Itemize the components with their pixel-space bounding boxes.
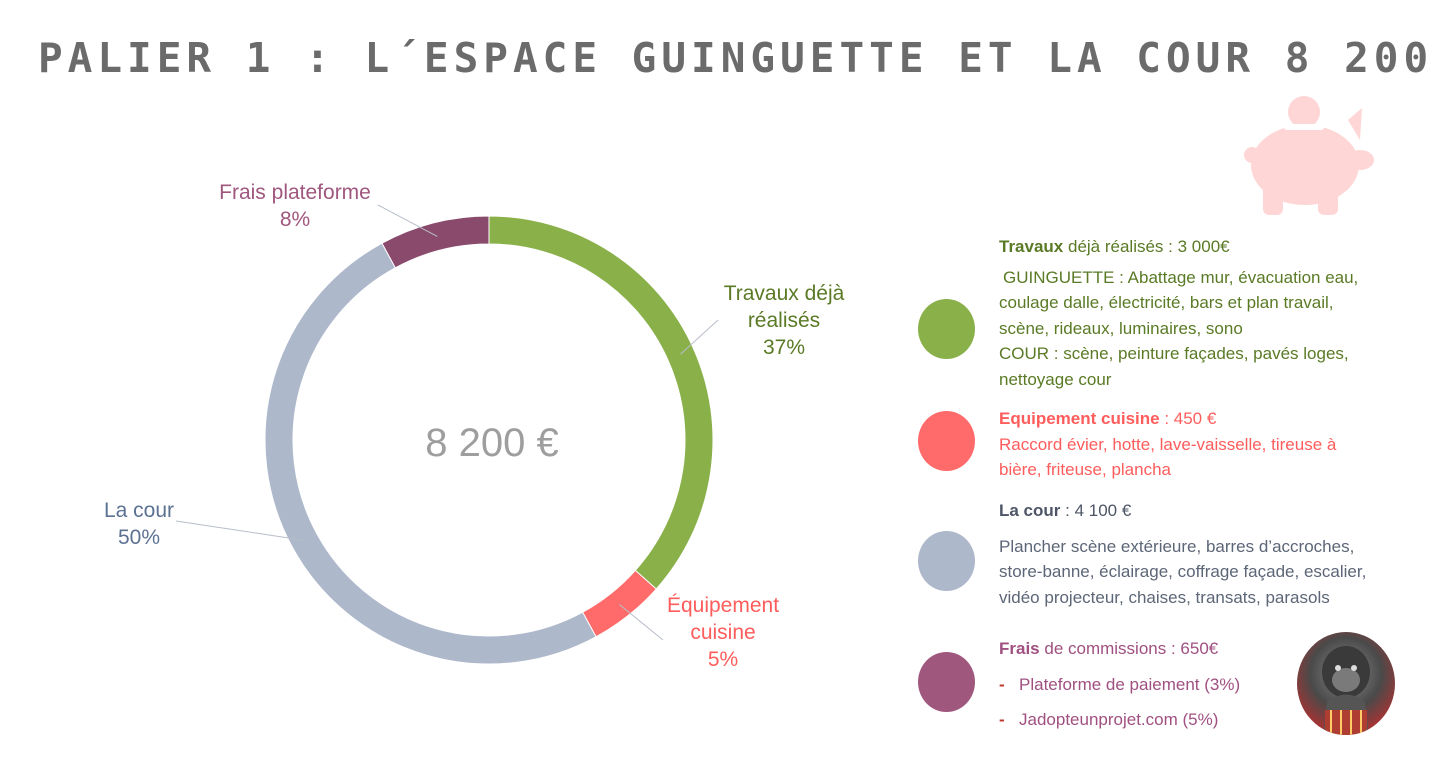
legend-text-frais: Frais de commissions : 650€ - Plateforme … [999, 636, 1240, 733]
gorilla-photo [1297, 632, 1395, 735]
slice-percent-label: 5% [708, 648, 738, 671]
legend-dot-grey [918, 531, 975, 591]
legend-line: nettoyage cour [999, 369, 1112, 389]
slice-label-line: cuisine [690, 621, 755, 644]
legend-line: GUINGUETTE : Abattage mur, évacuation ea… [1003, 267, 1359, 287]
leader-line [175, 520, 305, 541]
legend-line: COUR : scène, peinture façades, pavés lo… [999, 344, 1349, 363]
legend-text-cour: La cour : 4 100 € Plancher scène extérie… [999, 498, 1366, 610]
legend-line: scène, rideaux, luminaires, sono [999, 318, 1243, 338]
piggy-bank-icon [1244, 96, 1374, 215]
legend-line: coulage dalle, électricité, bars et plan… [999, 293, 1334, 312]
legend-head-rest-travaux: déjà réalisés : 3 000€ [1063, 237, 1230, 256]
legend-line: Plancher scène extérieure, barres d’accr… [999, 536, 1355, 556]
leader-line [377, 204, 438, 237]
leader-line [680, 319, 719, 355]
slice-percent-label: 37% [763, 336, 805, 359]
slice-label: Frais plateforme 8% [219, 181, 371, 231]
legend-line: store-banne, éclairage, coffrage façade,… [999, 562, 1367, 581]
leader-line [619, 604, 664, 641]
slice-label-line: Équipement [667, 594, 779, 617]
legend-head-frais: Frais [999, 639, 1040, 658]
slice-label-line: Frais plateforme [219, 181, 371, 204]
donut-slices [264, 215, 714, 665]
legend-line: Jadopteunprojet.com (5%) [1019, 710, 1219, 729]
legend-text-cuisine: Equipement cuisine : 450 € Raccord évier… [999, 406, 1336, 483]
leader-lines [175, 204, 719, 641]
slice-label-line: réalisés [748, 309, 820, 332]
legend-line: Raccord évier, hotte, lave-vaisselle, ti… [999, 434, 1337, 454]
donut-slice [581, 569, 657, 638]
legend-bullet: - [999, 674, 1005, 694]
legend-bullet: - [999, 710, 1005, 729]
legend-text-travaux: Travaux déjà réalisés : 3 000€ GUINGUETT… [999, 234, 1358, 392]
legend-dot-red [918, 411, 975, 471]
legend-dot-green [918, 299, 975, 359]
legend-head-cour: La cour [999, 501, 1061, 520]
slice-percent-label: 50% [118, 526, 160, 549]
legend-head-rest-frais: de commissions : 650€ [1039, 639, 1219, 658]
slice-label: La cour 50% [104, 499, 174, 549]
page-title: PALIER 1 : L´ESPACE GUINGUETTE ET LA COU… [38, 34, 1436, 82]
slice-label: Travaux déjà réalisés 37% [724, 282, 845, 359]
legend-line: Plateforme de paiement (3%) [1019, 674, 1241, 694]
slice-label: Équipement cuisine 5% [667, 594, 779, 671]
donut-slice [488, 215, 714, 590]
donut-center-label: 8 200 € [425, 421, 558, 465]
donut-slice [264, 242, 597, 665]
legend-head-rest-cuisine: : 450 € [1159, 409, 1217, 428]
legend-head-rest-cour: : 4 100 € [1060, 501, 1132, 520]
legend-line: vidéo projecteur, chaises, transats, par… [999, 587, 1330, 607]
legend-line: bière, friteuse, plancha [999, 460, 1171, 479]
piggy-slot-icon [1284, 124, 1324, 130]
legend-head-cuisine: Equipement cuisine [999, 409, 1160, 428]
legend-dot-purple [918, 652, 975, 712]
donut-slice [381, 215, 490, 269]
legend-head-travaux: Travaux [999, 237, 1064, 256]
slice-label-line: Travaux déjà [724, 282, 845, 305]
slice-label-line: La cour [104, 499, 174, 522]
slice-labels: Travaux déjà réalisés 37% Équipement cuisine… [104, 181, 845, 671]
slice-percent-label: 8% [280, 208, 310, 231]
gorilla-figure-icon [1322, 646, 1370, 735]
